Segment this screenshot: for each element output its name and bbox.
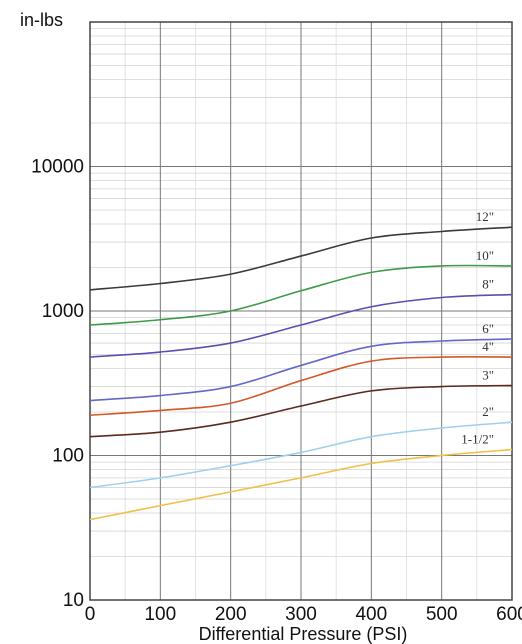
series-label: 12" bbox=[476, 209, 494, 224]
y-tick-labels: 10 100 1000 10000 bbox=[31, 157, 84, 612]
series-line bbox=[89, 293, 513, 358]
x-tick-label: 100 bbox=[144, 604, 176, 625]
x-axis-label: Differential Pressure (PSI) bbox=[199, 624, 408, 644]
x-tick-label: 200 bbox=[215, 604, 247, 625]
series-line bbox=[89, 264, 513, 326]
series-lines bbox=[89, 226, 513, 521]
series-label: 3" bbox=[482, 368, 494, 383]
series-line bbox=[89, 421, 513, 489]
x-tick-labels: 0 100 200 300 400 500 600 bbox=[85, 604, 522, 625]
series-line bbox=[89, 355, 513, 417]
x-tick-label: 500 bbox=[426, 604, 458, 625]
series-labels: 12" 10" 8" 6" 4" 3" 2" 1-1/2" bbox=[461, 209, 494, 446]
y-axis-label: in-lbs bbox=[20, 10, 63, 30]
series-label: 10" bbox=[476, 248, 494, 263]
y-tick-label: 100 bbox=[52, 446, 84, 467]
plot-frame bbox=[89, 21, 513, 601]
series-label: 4" bbox=[482, 339, 494, 354]
series-line bbox=[89, 448, 513, 521]
x-tick-label: 600 bbox=[496, 604, 522, 625]
y-tick-label: 10000 bbox=[31, 157, 84, 178]
series-line bbox=[89, 338, 513, 402]
series-label: 6" bbox=[482, 321, 494, 336]
x-tick-label: 400 bbox=[355, 604, 387, 625]
y-tick-label: 10 bbox=[63, 590, 84, 611]
series-line bbox=[89, 384, 513, 438]
series-label: 2" bbox=[482, 404, 494, 419]
series-label: 1-1/2" bbox=[461, 432, 494, 447]
y-tick-label: 1000 bbox=[42, 301, 84, 322]
series-line bbox=[89, 226, 513, 291]
x-tick-label: 300 bbox=[285, 604, 317, 625]
x-tick-label: 0 bbox=[85, 604, 96, 625]
series-label: 8" bbox=[482, 277, 494, 292]
